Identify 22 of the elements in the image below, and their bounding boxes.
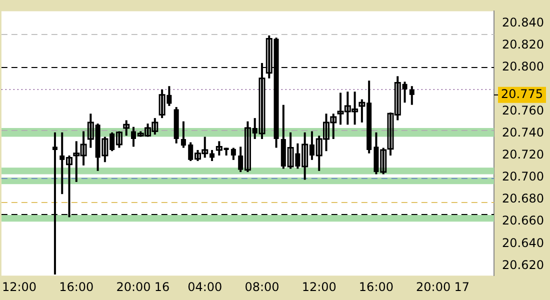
y-tick-label: 20.760	[502, 104, 544, 118]
y-tick-label: 20.640	[502, 236, 544, 250]
y-tick-label: 20.820	[502, 37, 544, 52]
x-tick-label: 12:00	[302, 280, 336, 294]
x-tick-label: 17	[454, 280, 470, 294]
x-tick-label: 20:00	[116, 280, 151, 294]
x-tick-label: 12:00	[2, 280, 37, 294]
x-tick-label: 04:00	[188, 280, 222, 294]
x-tick-label: 08:00	[244, 280, 280, 294]
y-tick-label: 20.700	[502, 170, 544, 184]
y-tick-label: 20.800	[502, 60, 544, 74]
y-tick-label: 20.740	[502, 126, 544, 140]
y-tick-label: 20.620	[502, 258, 544, 272]
y-tick-label: 20.840	[502, 15, 544, 30]
x-tick-label: 20:00	[416, 280, 451, 294]
y-tick-label: 20.660	[502, 214, 544, 228]
x-tick-label: 16	[154, 280, 170, 294]
y-tick-label: 20.720	[502, 148, 544, 162]
x-tick-label: 16:00	[358, 280, 394, 294]
x-tick-label: 16:00	[59, 280, 94, 294]
text: 20.775	[501, 87, 544, 102]
y-tick-label: 20.680	[502, 192, 544, 206]
